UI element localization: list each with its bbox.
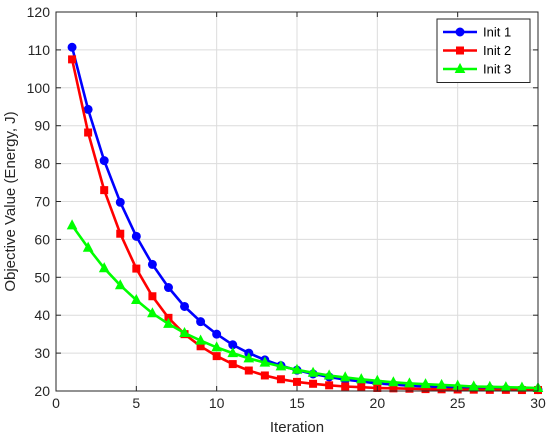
data-point [307,366,319,377]
data-point [195,334,206,345]
y-axis-label: Objective Value (Energy, J) [2,111,19,291]
data-point [148,292,157,301]
y-tick-label: 70 [34,194,50,210]
data-point [323,369,335,380]
x-tick-label: 15 [289,395,305,411]
x-tick-label: 10 [209,395,225,411]
x-tick-label: 30 [530,395,546,411]
data-point [147,259,157,269]
x-tick-label: 0 [52,395,60,411]
data-point [98,262,110,273]
data-point [147,307,158,318]
data-point [404,377,415,388]
data-point [116,229,125,238]
data-point [244,366,253,375]
data-point [243,352,255,363]
data-point [357,383,366,392]
data-point [276,375,285,384]
series-3 [66,219,544,392]
data-point [68,55,77,64]
data-point [114,279,126,290]
data-point [196,317,206,327]
data-point [131,231,141,241]
data-point [259,356,271,367]
data-point [309,379,318,388]
data-point [84,128,93,137]
data-point [82,241,94,252]
data-point [67,42,77,52]
data-point [115,197,125,207]
data-point [132,264,141,273]
y-tick-label: 110 [28,42,51,58]
x-tick-label: 25 [450,395,466,411]
data-point [293,377,301,386]
y-tick-label: 20 [34,383,50,399]
data-point [100,186,109,195]
legend-label: Init 2 [483,43,511,58]
axis-ticks: 0 5 10 15 20 25 30 20 30 40 50 60 70 80 90 100 110 120 [27,4,546,411]
legend: Init 1 Init 2 Init 3 [436,18,531,83]
data-point [275,360,287,371]
legend-label: Init 1 [483,25,511,40]
data-point [260,371,269,380]
data-point [436,378,447,389]
y-tick-label: 30 [34,345,50,361]
data-point [212,352,221,361]
data-point [372,374,383,385]
y-tick-label: 90 [34,118,50,134]
data-point [163,283,173,293]
data-point [355,373,367,384]
data-point [227,347,239,358]
data-point [325,381,334,390]
data-point [83,104,93,114]
data-point [163,317,174,328]
data-point [420,378,431,389]
series-layer [66,42,544,395]
data-point [66,219,78,230]
x-tick-label: 20 [370,395,386,411]
data-point [211,341,222,352]
legend-marker [456,46,464,55]
y-tick-label: 100 [27,80,51,96]
x-tick-label: 5 [132,395,140,411]
y-tick-label: 120 [27,4,51,20]
y-tick-label: 40 [34,307,50,323]
data-point [228,360,237,369]
data-point [99,156,109,166]
data-point [339,371,351,382]
data-point [341,382,350,391]
data-point [291,363,303,374]
data-point [388,376,399,387]
data-point [468,380,480,391]
data-point [179,326,190,338]
y-tick-label: 80 [34,156,50,172]
data-point [131,293,142,305]
x-axis-label: Iteration [270,419,324,436]
y-tick-label: 50 [34,269,50,285]
data-point [212,329,222,339]
legend-marker [454,62,466,73]
legend-marker [455,27,465,37]
data-point [180,301,190,311]
y-tick-label: 60 [34,231,50,247]
legend-label: Init 3 [483,62,511,77]
data-point [484,380,496,391]
